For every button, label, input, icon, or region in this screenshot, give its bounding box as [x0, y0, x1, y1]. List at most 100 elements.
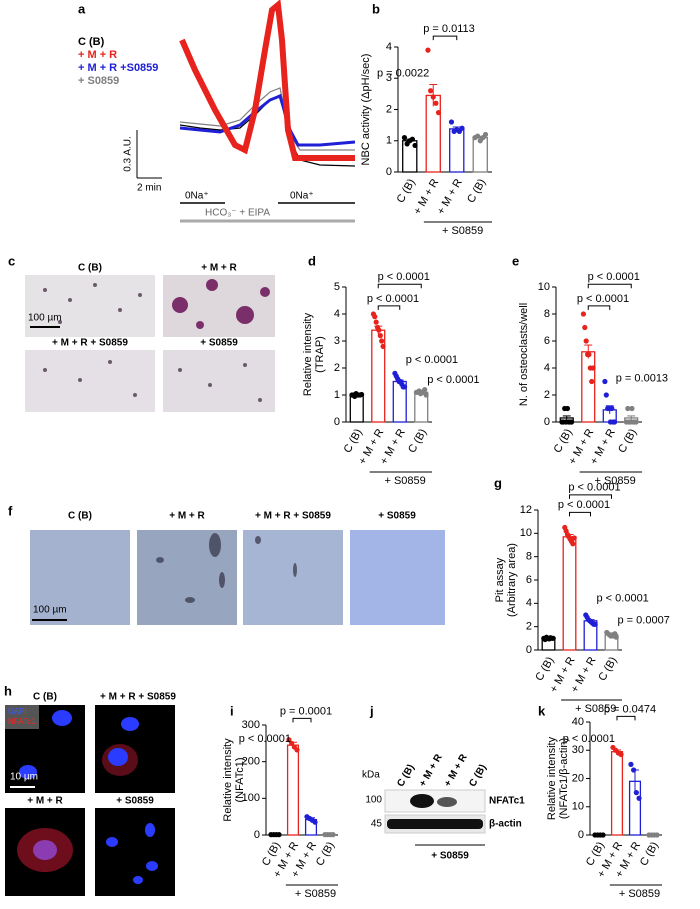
y-tick-label: 2	[386, 103, 392, 115]
significance-bracket	[588, 284, 631, 288]
y-axis-label: NBC activity (ΔpH/sec)	[360, 54, 372, 166]
x-tick-label: C (B)	[596, 655, 619, 683]
y-axis-label: Relative intensity	[222, 738, 234, 822]
y-tick-label: 20	[572, 772, 584, 784]
p-value: p < 0.0001	[588, 271, 640, 283]
panel-label: f	[8, 503, 13, 518]
data-point	[483, 132, 488, 137]
data-point	[423, 392, 428, 397]
y-tick-label: 0	[526, 644, 532, 656]
p-value: p = 0.0113	[423, 23, 474, 35]
p-value: p < 0.0001	[577, 293, 629, 305]
y-axis-label: Relative intensity	[546, 736, 558, 820]
legend-entry: + M + R +S0859	[78, 62, 158, 74]
stain-label: DAPI	[8, 707, 27, 716]
data-point	[570, 541, 575, 546]
image-label: + M + R	[169, 511, 205, 522]
y-tick-label: 0	[544, 416, 550, 428]
significance-bracket	[588, 306, 610, 310]
image-label: + M + R + S0859	[52, 338, 128, 349]
x-tick-label: C (B)	[314, 840, 337, 868]
p-value: p < 0.0001	[427, 374, 479, 386]
y-tick-label: 1	[386, 135, 392, 147]
data-point	[584, 338, 589, 343]
data-point	[654, 832, 659, 837]
lane-label: C (B)	[467, 763, 488, 789]
p-value: p < 0.0001	[367, 293, 419, 305]
y-tick-label: 1	[334, 389, 340, 401]
y-tick-label: 40	[572, 716, 584, 728]
data-point	[412, 143, 417, 148]
group-label: + S0859	[431, 851, 469, 862]
data-point	[636, 796, 641, 801]
data-point	[590, 365, 595, 370]
legend-entry: + M + R	[78, 49, 117, 61]
y-tick-label: 3	[334, 335, 340, 347]
data-point	[602, 379, 607, 384]
data-point	[312, 820, 317, 825]
legend: C (B)+ M + R+ M + R +S0859+ S0859	[78, 36, 158, 87]
y-tick-label: 10	[572, 801, 584, 813]
scale-label: 100 µm	[28, 313, 62, 324]
p-value: p < 0.0001	[378, 271, 430, 283]
p-value: p = 0.0022	[377, 67, 429, 79]
y-tick-label: 2	[544, 389, 550, 401]
y-tick-label: 0	[578, 829, 584, 841]
panel-label: k	[538, 703, 546, 718]
significance-bracket	[378, 306, 400, 310]
significance-bracket	[617, 716, 635, 720]
data-point	[374, 320, 379, 325]
y-axis-label: (Arbitrary area)	[506, 543, 518, 617]
y-tick-label: 10	[538, 281, 550, 293]
y-tick-label: 4	[526, 597, 532, 609]
data-point	[628, 762, 633, 767]
y-tick-label: 5	[334, 281, 340, 293]
image-label: + M + R + S0859	[255, 511, 331, 522]
data-point	[612, 419, 617, 424]
p-value: p < 0.0001	[406, 354, 458, 366]
data-point	[359, 392, 364, 397]
p-value: p < 0.0001	[558, 499, 610, 511]
image-label: + M + R + S0859	[100, 692, 176, 703]
y-tick-label: 0	[334, 416, 340, 428]
condition-label: 0Na⁺	[185, 191, 209, 202]
trace	[180, 96, 355, 145]
x-tick-label: C (B)	[406, 427, 429, 455]
trace	[182, 5, 355, 158]
significance-bracket	[570, 512, 591, 516]
scale-label: 100 µm	[33, 605, 67, 616]
unit-label: kDa	[362, 770, 380, 781]
data-point	[593, 622, 598, 627]
y-tick-label: 300	[242, 719, 260, 731]
x-tick-label: C (B)	[638, 840, 661, 868]
panel-label: h	[4, 683, 12, 698]
data-point	[425, 48, 430, 53]
panel-label: a	[78, 1, 86, 16]
data-point	[380, 344, 385, 349]
panel-label: g	[494, 475, 502, 490]
x-tick-label: C (B)	[395, 177, 418, 205]
bar	[350, 395, 363, 422]
y-tick-label: 0	[254, 829, 260, 841]
marker-label: 100	[365, 795, 382, 806]
data-point	[629, 406, 634, 411]
p-value: p < 0.0001	[239, 733, 291, 745]
data-point	[609, 406, 614, 411]
data-point	[372, 314, 377, 319]
scale-label: 10 µm	[10, 772, 38, 783]
marker-label: 45	[371, 819, 383, 830]
panel-label: d	[308, 253, 316, 268]
trace-plot	[180, 5, 355, 166]
data-point	[633, 419, 638, 424]
y-tick-label: 6	[544, 335, 550, 347]
image-label: + M + R	[201, 263, 237, 274]
data-point	[604, 392, 609, 397]
y-axis-label: (TRAP)	[314, 336, 326, 373]
pit-image	[243, 530, 343, 625]
bar	[450, 129, 464, 172]
p-value: p = 0.0007	[618, 615, 670, 627]
panel-label: j	[369, 703, 374, 718]
